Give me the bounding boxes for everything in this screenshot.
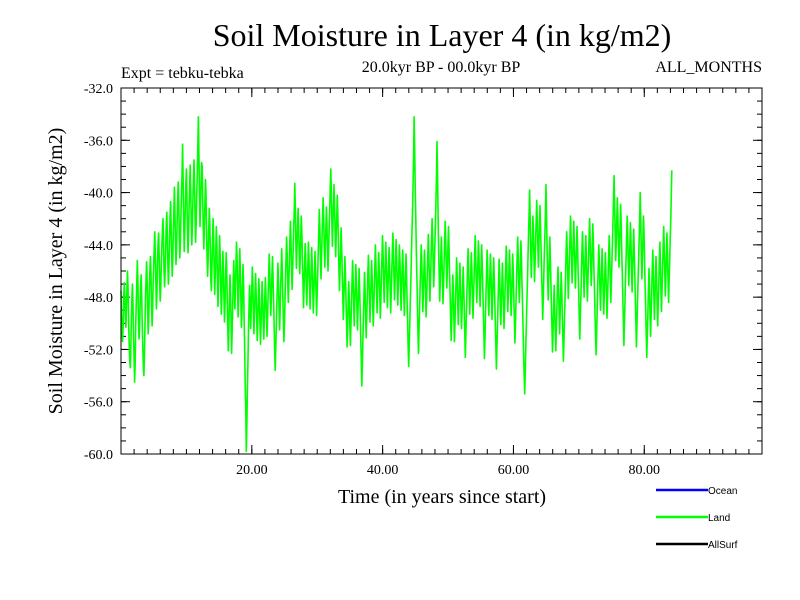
y-tick-label: -36.0 <box>84 134 113 149</box>
y-axis-label: Soil Moisture in Layer 4 (in kg/m2) <box>45 128 67 415</box>
x-axis-ticks: 20.00 40.00 60.00 80.00 <box>120 88 763 478</box>
x-tick-label: 40.00 <box>367 463 399 478</box>
legend-label-allsurf: AllSurf <box>708 540 738 551</box>
plot-frame <box>120 87 763 455</box>
series-layer <box>120 116 673 453</box>
x-tick-label: 60.00 <box>498 463 530 478</box>
x-tick-label: 20.00 <box>236 463 268 478</box>
y-tick-label: -56.0 <box>84 396 113 411</box>
y-tick-label: -44.0 <box>84 239 113 254</box>
legend-label-land: Land <box>708 513 730 524</box>
period-label: 20.0kyr BP - 00.0kyr BP <box>362 59 521 76</box>
y-axis-ticks: -32.0 -36.0 -40.0 -44.0 -48.0 -52.0 -56.0 -60.0 <box>84 82 762 463</box>
series-line-land <box>120 116 673 453</box>
x-tick-label: 80.00 <box>629 463 661 478</box>
y-tick-label: -60.0 <box>84 448 113 463</box>
experiment-label: Expt = tebku-tebka <box>121 65 244 82</box>
x-axis-label: Time (in years since start) <box>338 486 546 508</box>
legend: Ocean Land AllSurf <box>656 486 738 551</box>
months-label: ALL_MONTHS <box>655 59 762 76</box>
y-tick-label: -52.0 <box>84 343 113 358</box>
y-tick-label: -48.0 <box>84 291 113 306</box>
legend-label-ocean: Ocean <box>708 486 737 497</box>
y-tick-label: -32.0 <box>84 82 113 97</box>
chart-title: Soil Moisture in Layer 4 (in kg/m2) <box>213 17 672 53</box>
y-tick-label: -40.0 <box>84 187 113 202</box>
